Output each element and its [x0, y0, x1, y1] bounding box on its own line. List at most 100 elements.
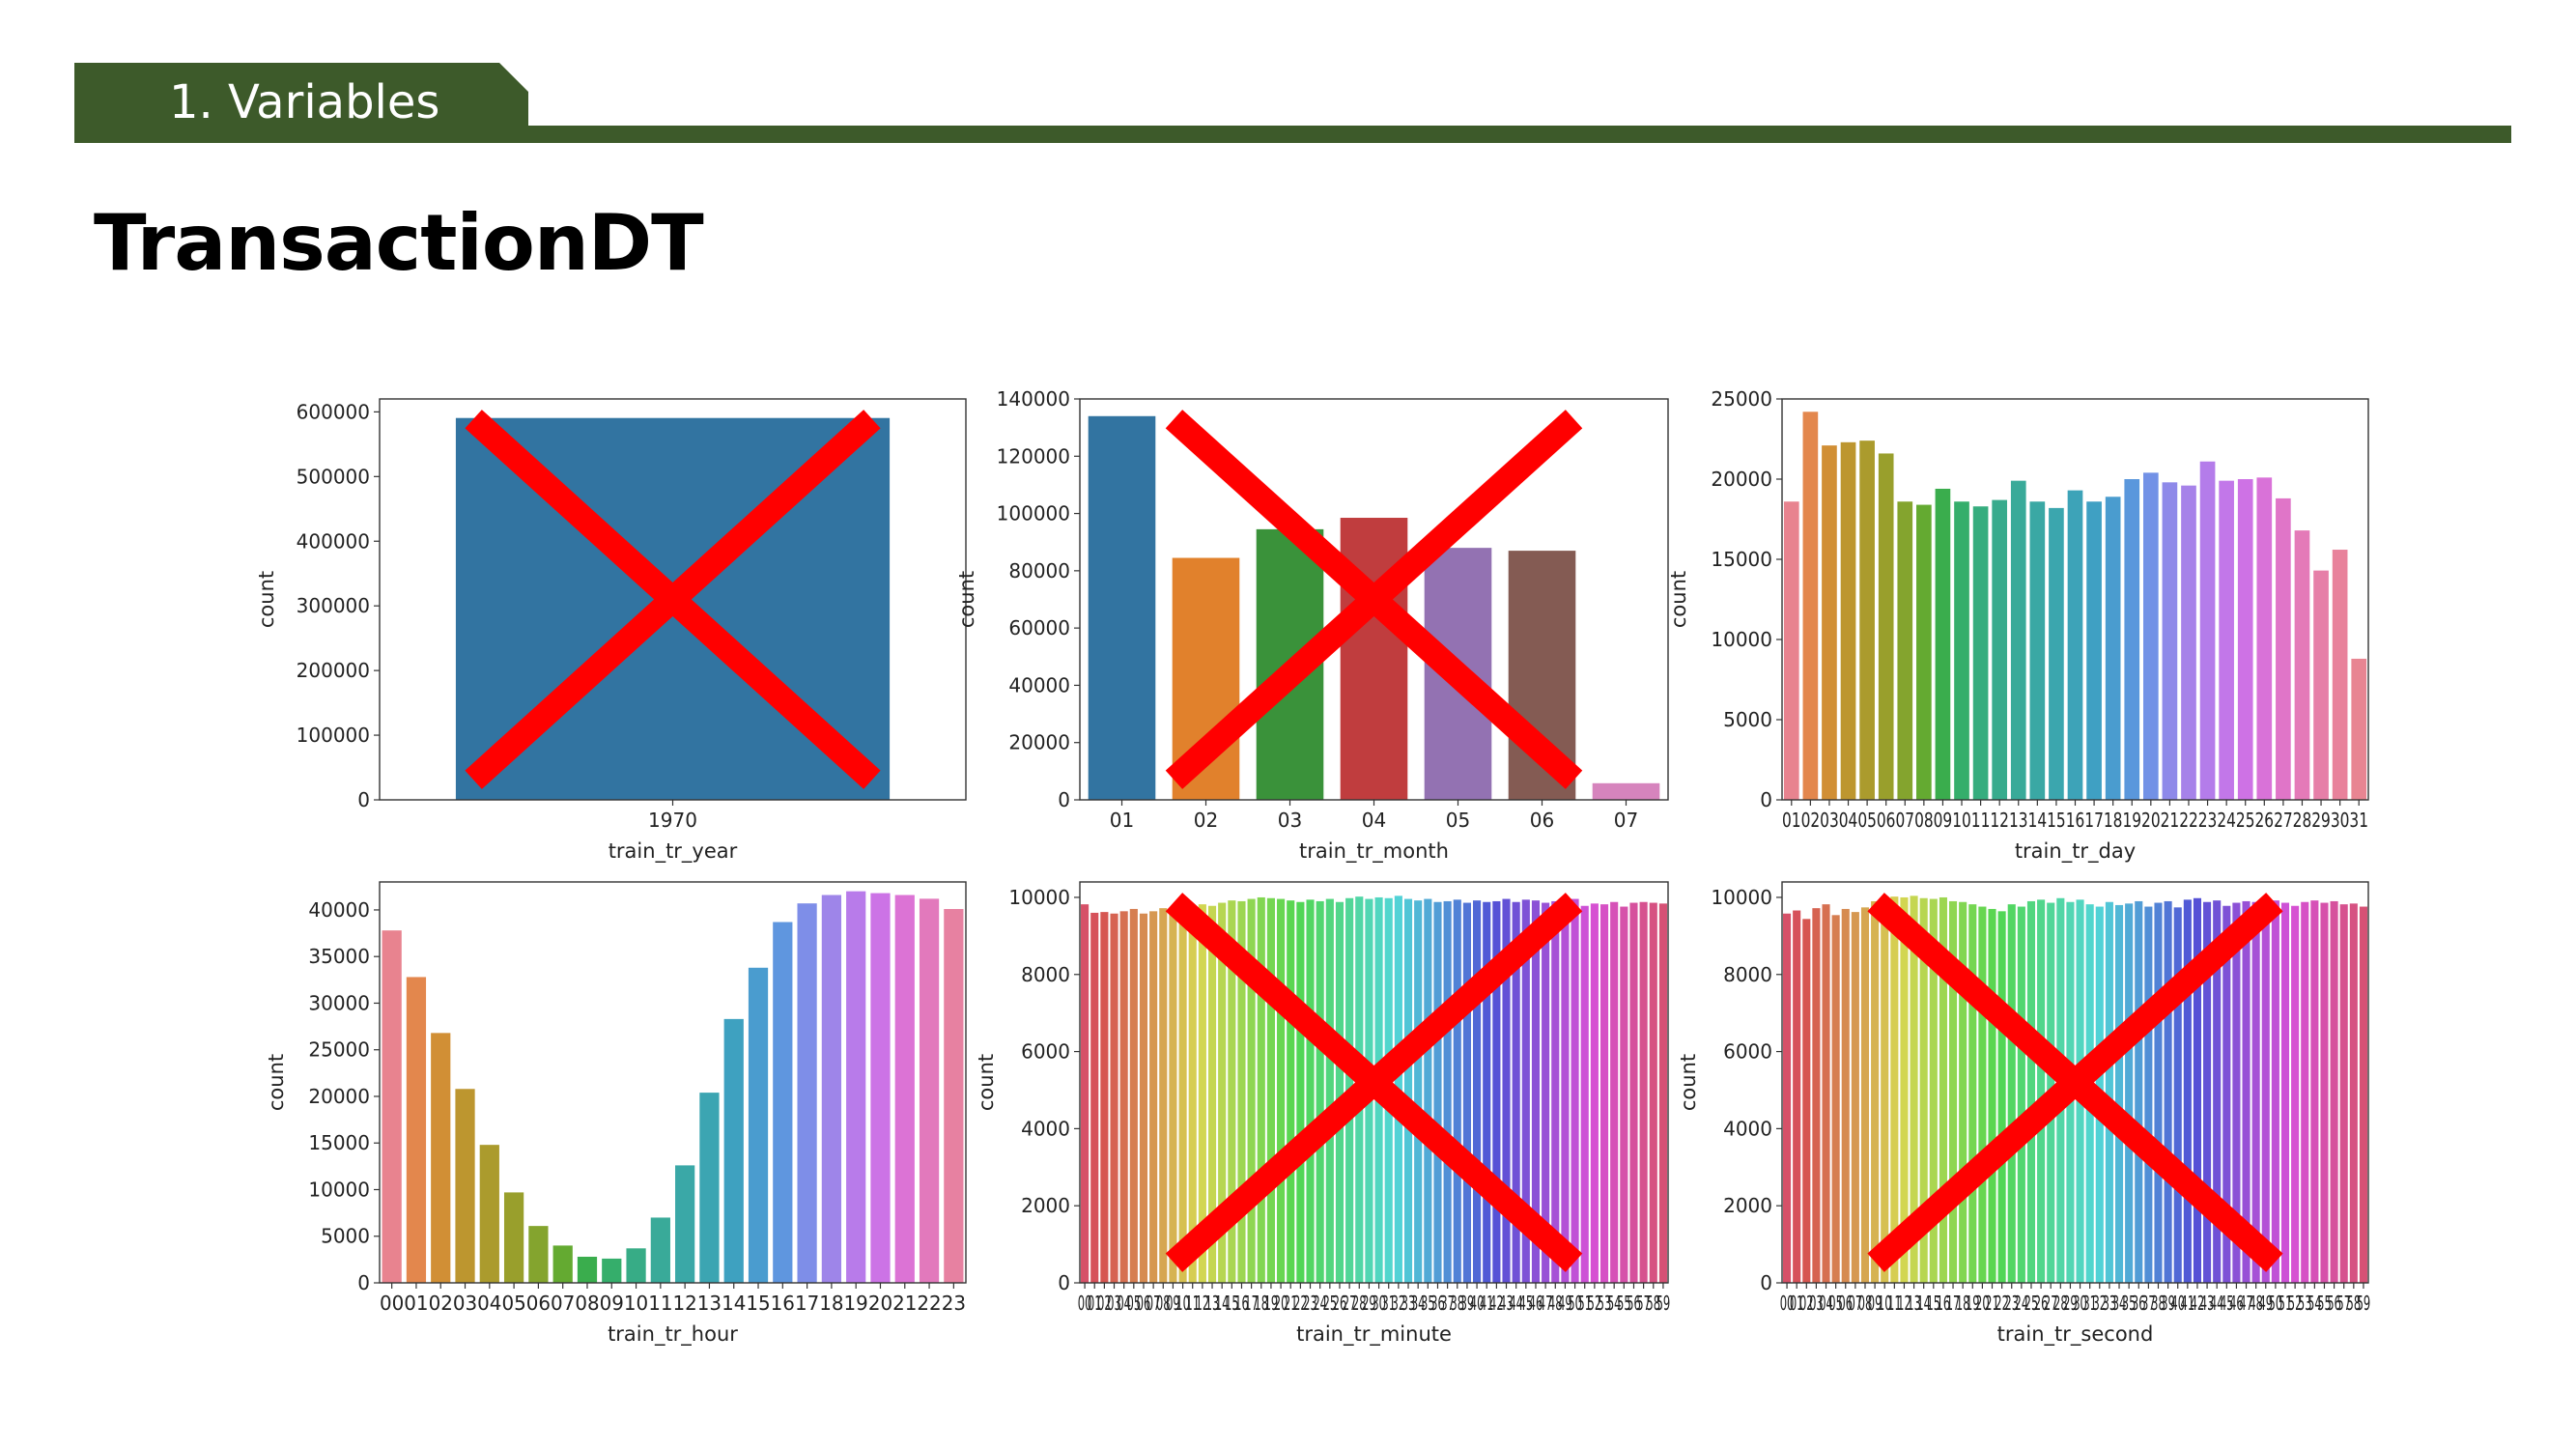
- bar: [1169, 912, 1177, 1283]
- x-tick-label: 23: [942, 1292, 966, 1315]
- bar: [2007, 904, 2016, 1283]
- y-tick-label: 0: [357, 1271, 370, 1294]
- bar: [894, 895, 915, 1283]
- bar: [2261, 905, 2270, 1283]
- bar: [2219, 480, 2234, 800]
- y-tick-label: 300000: [297, 594, 370, 617]
- x-tick-label: 05: [1857, 809, 1877, 832]
- bar: [1935, 488, 1951, 800]
- x-tick-label: 17: [1946, 1292, 1961, 1315]
- bar: [1561, 903, 1570, 1283]
- bar: [1129, 908, 1138, 1283]
- bar: [1551, 900, 1560, 1283]
- bar: [773, 922, 793, 1283]
- y-tick-label: 40000: [308, 898, 370, 922]
- bar: [2026, 900, 2036, 1283]
- bar: [1580, 905, 1589, 1283]
- x-tick-label: 02: [1194, 809, 1218, 832]
- x-tick-label: 10: [624, 1292, 648, 1315]
- x-tick-label: 31: [1381, 1292, 1396, 1315]
- bar: [1502, 898, 1511, 1283]
- bar: [1812, 908, 1821, 1283]
- cross-out-mark: [465, 410, 881, 789]
- bar: [552, 1245, 573, 1283]
- x-tick-label: 04: [1117, 1292, 1131, 1315]
- x-tick-label: 19: [2122, 809, 2141, 832]
- bar: [1948, 900, 1958, 1283]
- x-tick-label: 51: [1577, 1292, 1592, 1315]
- bar: [1831, 915, 1840, 1283]
- x-tick-label: 13: [1907, 1292, 1921, 1315]
- x-tick-label: 17: [795, 1292, 819, 1315]
- x-tick-label: 36: [1430, 1292, 1445, 1315]
- chart-panel: 0500010000150002000025000300003500040000…: [265, 881, 967, 1347]
- bar: [2164, 900, 2172, 1283]
- bar: [2203, 901, 2212, 1283]
- chart-panel: 0 2000 4000 6000 8000 10000 000102030405060708…: [1677, 881, 2371, 1347]
- x-tick-label: 16: [1234, 1292, 1249, 1315]
- x-tick-label: 44: [1509, 1292, 1523, 1315]
- bar: [2162, 482, 2178, 800]
- bar: [2291, 905, 2300, 1283]
- bar: [1988, 908, 1996, 1283]
- y-tick-label: 400000: [297, 529, 370, 553]
- bar: [2294, 530, 2310, 800]
- x-tick-label: 59: [2357, 1292, 2371, 1315]
- bar: [1658, 903, 1667, 1283]
- y-tick-label: 2000: [1723, 1194, 1772, 1217]
- x-tick-label: 14: [1215, 1292, 1230, 1315]
- x-tick-label: 42: [2191, 1292, 2205, 1315]
- x-tick-label: 39: [2161, 1292, 2175, 1315]
- x-tick-label: 48: [2249, 1292, 2263, 1315]
- x-tick-label: 19: [844, 1292, 868, 1315]
- x-tick-label: 47: [2239, 1292, 2253, 1315]
- x-tick-label: 24: [1313, 1292, 1327, 1315]
- x-tick-label: 13: [1205, 1292, 1220, 1315]
- bar: [1919, 897, 1928, 1283]
- x-tick-label: 24: [2217, 809, 2236, 832]
- y-tick-label: 6000: [1021, 1040, 1070, 1064]
- x-tick-label: 27: [2044, 1292, 2058, 1315]
- x-tick-label: 26: [2255, 809, 2275, 832]
- x-tick-label: 34: [1411, 1292, 1426, 1315]
- y-tick-label: 600000: [297, 400, 370, 423]
- x-tick-label: 46: [2229, 1292, 2244, 1315]
- bar: [1783, 913, 1792, 1283]
- bar: [1492, 900, 1501, 1283]
- x-tick-label: 43: [1499, 1292, 1514, 1315]
- y-axis-label: count: [1677, 1054, 1700, 1111]
- x-axis-label: train_tr_day: [2015, 839, 2136, 864]
- bar: [1978, 906, 1987, 1283]
- x-tick-label: 01: [1088, 1292, 1102, 1315]
- bar: [1340, 518, 1408, 800]
- x-tick-label: 18: [2104, 809, 2123, 832]
- x-tick-label: 08: [1156, 1292, 1171, 1315]
- bar: [1802, 412, 1819, 800]
- bar: [2086, 501, 2102, 800]
- x-tick-label: 27: [2274, 809, 2293, 832]
- bar: [2154, 902, 2163, 1283]
- bar: [2144, 906, 2153, 1283]
- bar: [1325, 898, 1334, 1283]
- y-axis-label: count: [1667, 571, 1690, 628]
- x-tick-label: 04: [1839, 809, 1858, 832]
- bar: [2271, 900, 2279, 1283]
- x-tick-label: 08: [575, 1292, 599, 1315]
- y-tick-label: 10000: [1711, 628, 1772, 651]
- x-tick-label: 25: [2236, 809, 2255, 832]
- bar: [1424, 898, 1432, 1283]
- bar: [1649, 902, 1657, 1283]
- x-tick-label: 59: [1656, 1292, 1671, 1315]
- x-tick-label: 30: [2073, 1292, 2087, 1315]
- x-tick-label: 41: [2181, 1292, 2195, 1315]
- bar: [1316, 900, 1324, 1283]
- x-tick-label: 18: [819, 1292, 843, 1315]
- x-axis-label: train_tr_hour: [608, 1322, 738, 1347]
- bar: [2330, 900, 2338, 1283]
- x-tick-label: 01: [1790, 1292, 1804, 1315]
- bar: [1968, 904, 1977, 1283]
- bar: [1590, 903, 1599, 1283]
- x-tick-label: 18: [1254, 1292, 1268, 1315]
